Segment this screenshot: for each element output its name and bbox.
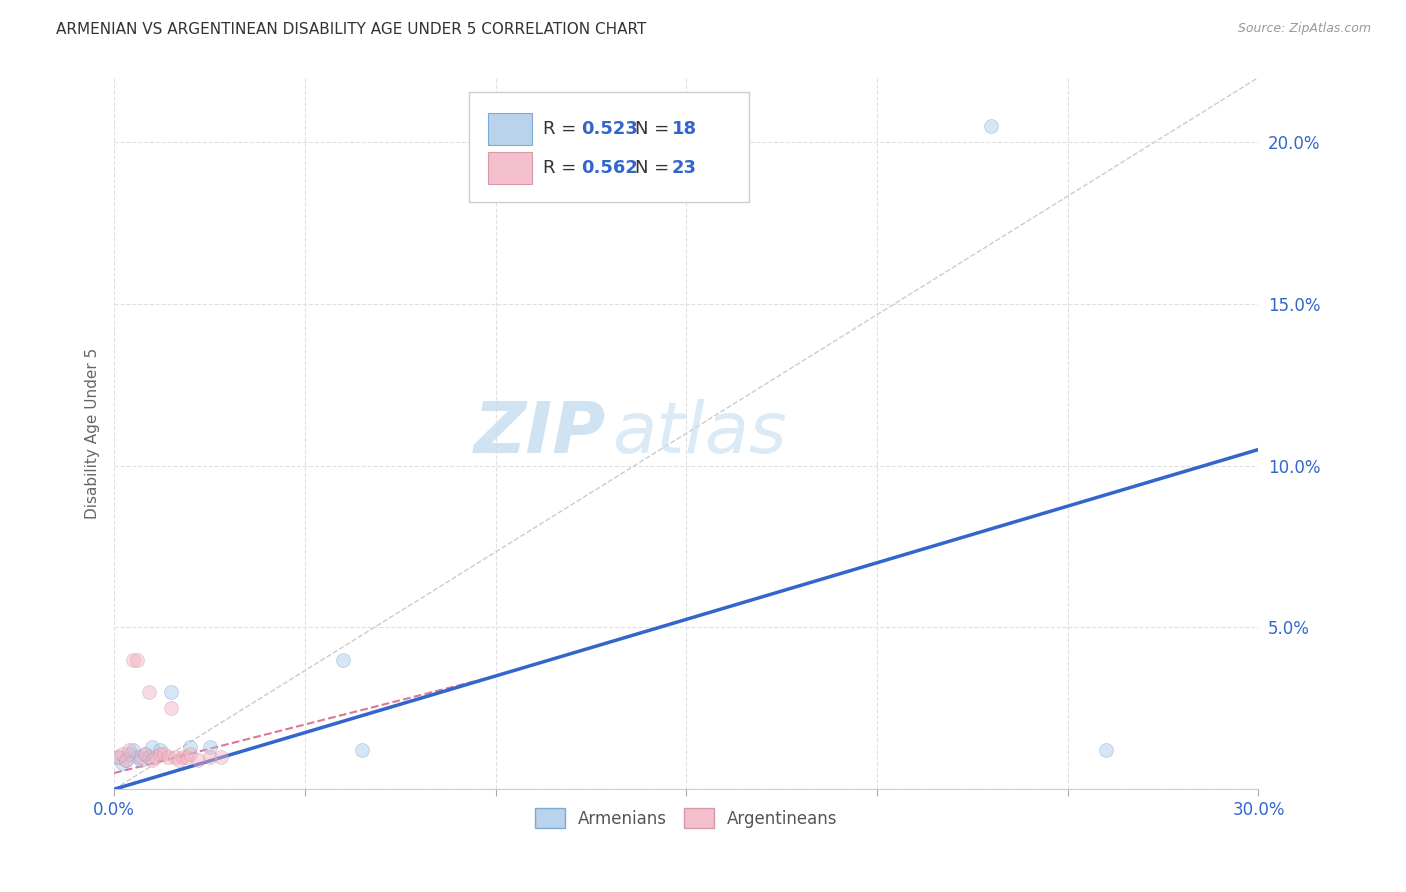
Point — [149, 743, 172, 757]
Point — [129, 750, 152, 764]
Point — [179, 747, 201, 761]
Text: 23: 23 — [672, 159, 696, 178]
Text: 0.523: 0.523 — [581, 120, 638, 138]
Point — [179, 740, 201, 755]
Point — [1095, 743, 1118, 757]
Text: 18: 18 — [672, 120, 696, 138]
Text: ZIP: ZIP — [474, 399, 606, 467]
Point — [118, 743, 141, 757]
Point — [118, 747, 141, 761]
Point — [167, 753, 190, 767]
Point — [165, 750, 187, 764]
Point — [145, 750, 167, 764]
Text: N =: N = — [636, 159, 675, 178]
Point — [107, 750, 129, 764]
Point — [129, 753, 152, 767]
FancyBboxPatch shape — [470, 92, 749, 202]
Text: 0.562: 0.562 — [581, 159, 638, 178]
Point — [352, 743, 374, 757]
Point — [125, 750, 148, 764]
Point — [160, 701, 183, 715]
Point — [209, 750, 232, 764]
Point — [152, 747, 174, 761]
Point — [198, 750, 221, 764]
Point — [138, 750, 160, 764]
Point — [122, 743, 145, 757]
Point — [176, 750, 198, 764]
Text: R =: R = — [543, 120, 582, 138]
Point — [134, 747, 156, 761]
Point — [149, 747, 172, 761]
Point — [111, 756, 134, 771]
Point — [160, 685, 183, 699]
Point — [125, 653, 148, 667]
Point — [332, 653, 354, 667]
Point — [107, 750, 129, 764]
Point — [122, 653, 145, 667]
Point — [187, 753, 209, 767]
Text: ARMENIAN VS ARGENTINEAN DISABILITY AGE UNDER 5 CORRELATION CHART: ARMENIAN VS ARGENTINEAN DISABILITY AGE U… — [56, 22, 647, 37]
Point — [156, 750, 179, 764]
Point — [114, 753, 136, 767]
Point — [198, 740, 221, 755]
Point — [141, 740, 163, 755]
Text: N =: N = — [636, 120, 675, 138]
Text: R =: R = — [543, 159, 582, 178]
Point — [138, 685, 160, 699]
Point — [134, 747, 156, 761]
Point — [980, 119, 1002, 133]
Legend: Armenians, Argentineans: Armenians, Argentineans — [529, 802, 845, 834]
FancyBboxPatch shape — [488, 153, 531, 185]
Point — [141, 753, 163, 767]
Text: Source: ZipAtlas.com: Source: ZipAtlas.com — [1237, 22, 1371, 36]
Point — [111, 747, 134, 761]
FancyBboxPatch shape — [488, 113, 531, 145]
Point — [114, 753, 136, 767]
Y-axis label: Disability Age Under 5: Disability Age Under 5 — [86, 348, 100, 519]
Text: atlas: atlas — [612, 399, 786, 467]
Point — [172, 750, 194, 764]
